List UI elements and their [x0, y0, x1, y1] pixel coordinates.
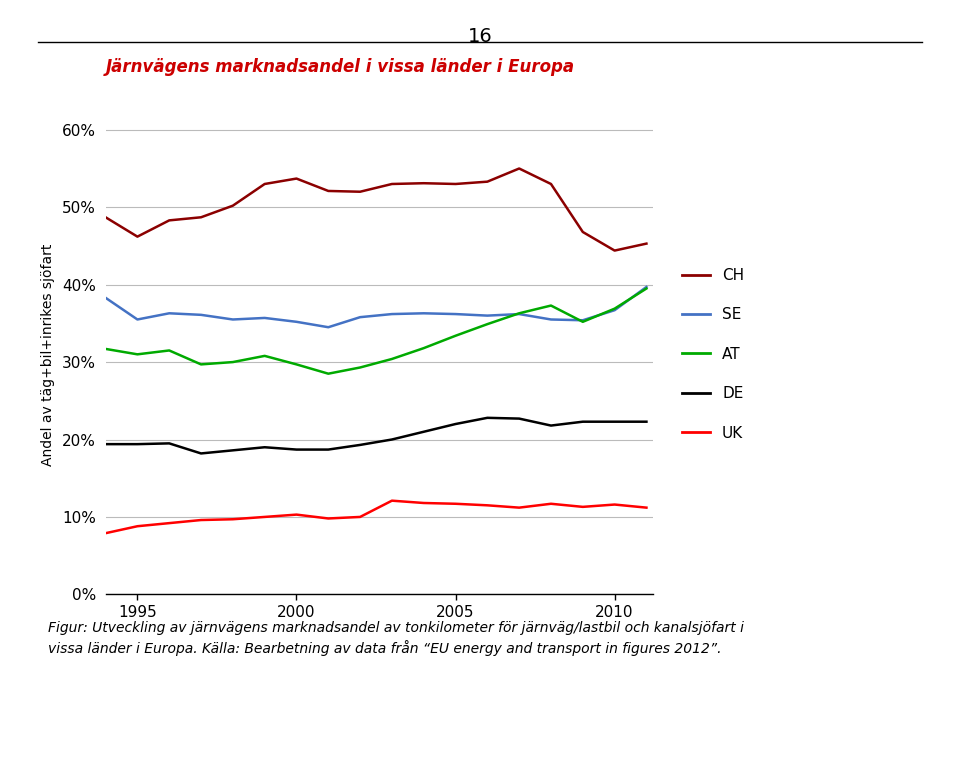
Legend: CH, SE, AT, DE, UK: CH, SE, AT, DE, UK [683, 268, 744, 440]
Y-axis label: Andel av täg+bil+inrikes sjöfart: Andel av täg+bil+inrikes sjöfart [41, 243, 55, 466]
Text: Figur: Utveckling av järnvägens marknadsandel av tonkilometer för järnväg/lastbi: Figur: Utveckling av järnvägens marknads… [48, 621, 744, 656]
Text: Järnvägens marknadsandel i vissa länder i Europa: Järnvägens marknadsandel i vissa länder … [106, 58, 575, 76]
Text: 16: 16 [468, 27, 492, 46]
